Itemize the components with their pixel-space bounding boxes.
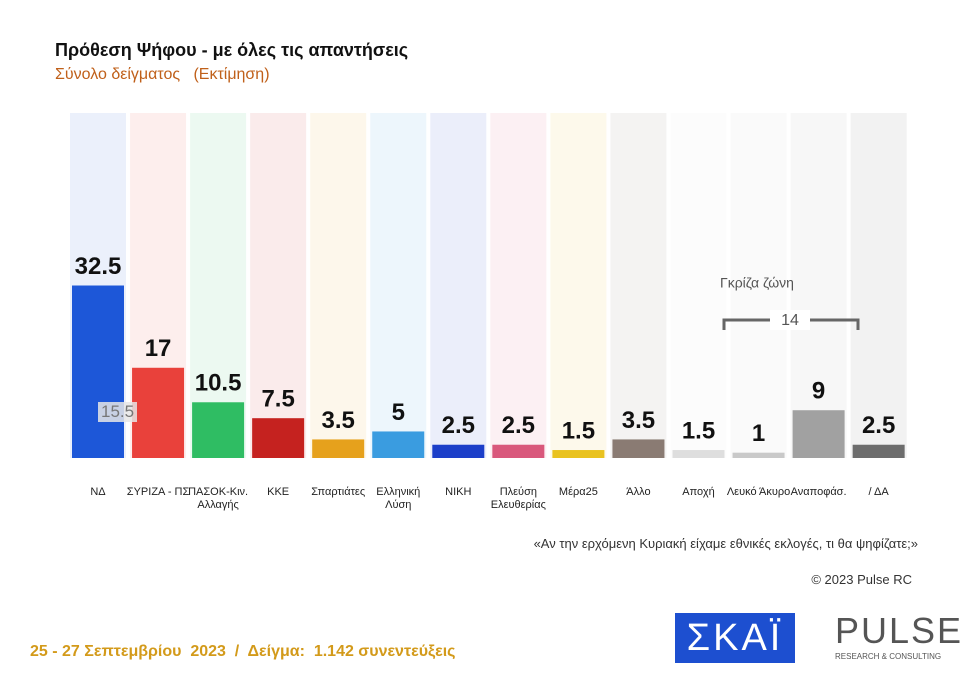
- value-label: 32.5: [75, 253, 122, 280]
- brand-logo: PULSE: [835, 610, 964, 651]
- x-tick-label: ΝΔ: [90, 486, 106, 498]
- value-label: 9: [812, 378, 825, 405]
- x-tick-label: ΝΙΚΗ: [445, 486, 472, 498]
- x-tick-label: Αναποφάσ.: [790, 486, 847, 498]
- value-label: 2.5: [442, 412, 475, 439]
- x-tick-label: Σπαρτιάτες: [311, 486, 366, 498]
- copyright: © 2023 Pulse RC: [811, 572, 912, 587]
- bar-background: [310, 113, 367, 458]
- bar: [492, 444, 545, 458]
- value-label: 3.5: [322, 407, 355, 434]
- bar-background: [790, 113, 847, 458]
- bar-background: [190, 113, 247, 458]
- x-tick-label: Άλλο: [626, 486, 651, 498]
- bar: [192, 402, 245, 458]
- title: Πρόθεση Ψήφου - με όλες τις απαντήσεις: [55, 40, 409, 60]
- bar-background: [610, 113, 667, 458]
- x-tick-label: ΠΑΣΟΚ-Κιν. Αλλαγής: [188, 486, 249, 511]
- bracket-gap: [770, 310, 810, 330]
- x-tick-label: Αποχή: [682, 486, 715, 498]
- value-label: 5: [392, 399, 405, 426]
- bar-background: [730, 113, 787, 458]
- value-label: 3.5: [622, 407, 655, 434]
- x-tick-label: ΣΥΡΙΖΑ - ΠΣ: [126, 486, 190, 498]
- bar: [312, 439, 365, 458]
- footer: 25 - 27 Σεπτεμβρίου 2023 / Δείγμα: 1.142…: [30, 643, 456, 660]
- channel-logo: ΣΚΑΪ: [675, 613, 795, 663]
- bar: [672, 450, 725, 458]
- bar: [792, 410, 845, 458]
- x-tick-label: Λευκό Άκυρο: [726, 486, 791, 498]
- bar-background: [550, 113, 607, 458]
- value-label: 1: [752, 420, 765, 447]
- value-label: 2.5: [862, 412, 895, 439]
- x-tick-label: Μέρα25: [558, 486, 598, 498]
- bar: [852, 444, 905, 458]
- value-label: 17: [145, 335, 172, 362]
- x-tick-label: ΚΚΕ: [267, 486, 290, 498]
- value-label: 2.5: [502, 412, 535, 439]
- bar-background: [490, 113, 547, 458]
- gap-annotation: 15.5: [98, 402, 138, 422]
- brand-sub: RESEARCH & CONSULTING: [835, 652, 942, 661]
- grey-zone-total: 14: [781, 312, 799, 329]
- value-label: 1.5: [562, 417, 595, 444]
- value-label: 7.5: [261, 386, 294, 413]
- grey-zone-label: Γκρίζα ζώνη: [720, 275, 794, 291]
- x-tick-label: / ΔΑ: [868, 486, 889, 498]
- bar-background: [670, 113, 727, 458]
- x-tick-label: Πλεύση Ελευθερίας: [490, 486, 546, 511]
- subtitle: Σύνολο δείγματος (Εκτίμηση): [55, 66, 270, 83]
- bar-background: [250, 113, 307, 458]
- value-label: 1.5: [682, 417, 715, 444]
- bar: [252, 418, 305, 458]
- x-tick-label: Ελληνική Λύση: [376, 486, 421, 511]
- bar: [432, 444, 485, 458]
- question: «Αν την ερχόμενη Κυριακή είχαμε εθνικές …: [533, 536, 918, 551]
- bar-background: [370, 113, 427, 458]
- bar: [132, 367, 185, 458]
- bar: [732, 452, 785, 458]
- bar: [612, 439, 665, 458]
- bar-background: [430, 113, 487, 458]
- bar: [552, 450, 605, 458]
- value-label: 10.5: [195, 370, 242, 397]
- bar: [372, 431, 425, 458]
- bar-background: [850, 113, 907, 458]
- bar: [72, 285, 124, 458]
